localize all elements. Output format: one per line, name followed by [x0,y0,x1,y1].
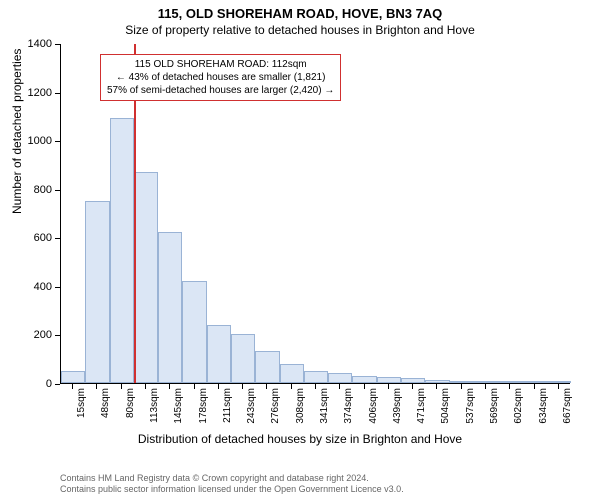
xtick-mark [509,384,510,389]
xtick-mark [388,384,389,389]
histogram-bar [231,334,255,383]
ytick-label: 600 [34,232,52,244]
page-subtitle: Size of property relative to detached ho… [0,21,600,37]
xtick-mark [169,384,170,389]
xtick-label: 537sqm [465,388,476,428]
histogram-bar [182,281,206,383]
y-axis-label: Number of detached properties [10,49,24,214]
attribution-text: Contains HM Land Registry data © Crown c… [60,473,404,496]
xtick-label: 178sqm [198,388,209,428]
xtick-mark [534,384,535,389]
xtick-label: 602sqm [513,388,524,428]
x-axis-label: Distribution of detached houses by size … [0,432,600,446]
histogram-bar [110,118,134,383]
ytick-label: 400 [34,281,52,293]
attribution-line1: Contains HM Land Registry data © Crown c… [60,473,404,485]
histogram-bar [158,232,182,383]
xtick-label: 406sqm [368,388,379,428]
xtick-label: 145sqm [173,388,184,428]
xtick-label: 504sqm [440,388,451,428]
ytick-label: 1400 [28,38,52,50]
histogram-bar [522,381,546,383]
xtick-mark [558,384,559,389]
xtick-mark [121,384,122,389]
histogram-bar [401,378,425,383]
xtick-label: 276sqm [270,388,281,428]
xtick-mark [218,384,219,389]
histogram-bar [207,325,231,383]
xtick-label: 243sqm [246,388,257,428]
ytick-label: 200 [34,329,52,341]
xtick-mark [436,384,437,389]
ytick-mark [55,190,60,191]
ytick-mark [55,238,60,239]
xtick-label: 374sqm [343,388,354,428]
ytick-mark [55,335,60,336]
ytick-label: 1000 [28,135,52,147]
xtick-mark [145,384,146,389]
ytick-label: 0 [46,378,52,390]
histogram-bar [377,377,401,383]
histogram-bar [498,381,522,383]
xtick-label: 634sqm [538,388,549,428]
xtick-mark [194,384,195,389]
xtick-mark [412,384,413,389]
xtick-label: 471sqm [416,388,427,428]
ytick-label: 1200 [28,87,52,99]
xtick-label: 308sqm [295,388,306,428]
xtick-mark [291,384,292,389]
xtick-label: 48sqm [100,388,111,428]
xtick-label: 439sqm [392,388,403,428]
xtick-mark [72,384,73,389]
histogram-bar [474,381,498,383]
histogram-bar [328,373,352,383]
histogram-bar [547,381,571,383]
xtick-label: 341sqm [319,388,330,428]
annotation-line3: 57% of semi-detached houses are larger (… [107,84,334,97]
attribution-line2: Contains public sector information licen… [60,484,404,496]
histogram-bar [425,380,449,383]
xtick-mark [242,384,243,389]
histogram-bar [85,201,109,383]
ytick-mark [55,93,60,94]
ytick-mark [55,141,60,142]
histogram-bar [255,351,279,383]
xtick-mark [364,384,365,389]
ytick-mark [55,287,60,288]
xtick-label: 15sqm [76,388,87,428]
histogram-bar [134,172,158,383]
xtick-label: 80sqm [125,388,136,428]
page-title: 115, OLD SHOREHAM ROAD, HOVE, BN3 7AQ [0,0,600,21]
xtick-mark [485,384,486,389]
xtick-label: 113sqm [149,388,160,428]
annotation-line1: 115 OLD SHOREHAM ROAD: 112sqm [107,58,334,71]
histogram-bar [61,371,85,383]
xtick-mark [339,384,340,389]
annotation-box: 115 OLD SHOREHAM ROAD: 112sqm ← 43% of d… [100,54,341,101]
xtick-mark [96,384,97,389]
xtick-mark [461,384,462,389]
xtick-label: 211sqm [222,388,233,428]
xtick-mark [266,384,267,389]
ytick-mark [55,384,60,385]
histogram-bar [450,381,474,383]
xtick-label: 569sqm [489,388,500,428]
ytick-mark [55,44,60,45]
histogram-bar [280,364,304,383]
xtick-label: 667sqm [562,388,573,428]
histogram-bar [304,371,328,383]
xtick-mark [315,384,316,389]
histogram-bar [352,376,376,383]
ytick-label: 800 [34,184,52,196]
annotation-line2: ← 43% of detached houses are smaller (1,… [107,71,334,84]
